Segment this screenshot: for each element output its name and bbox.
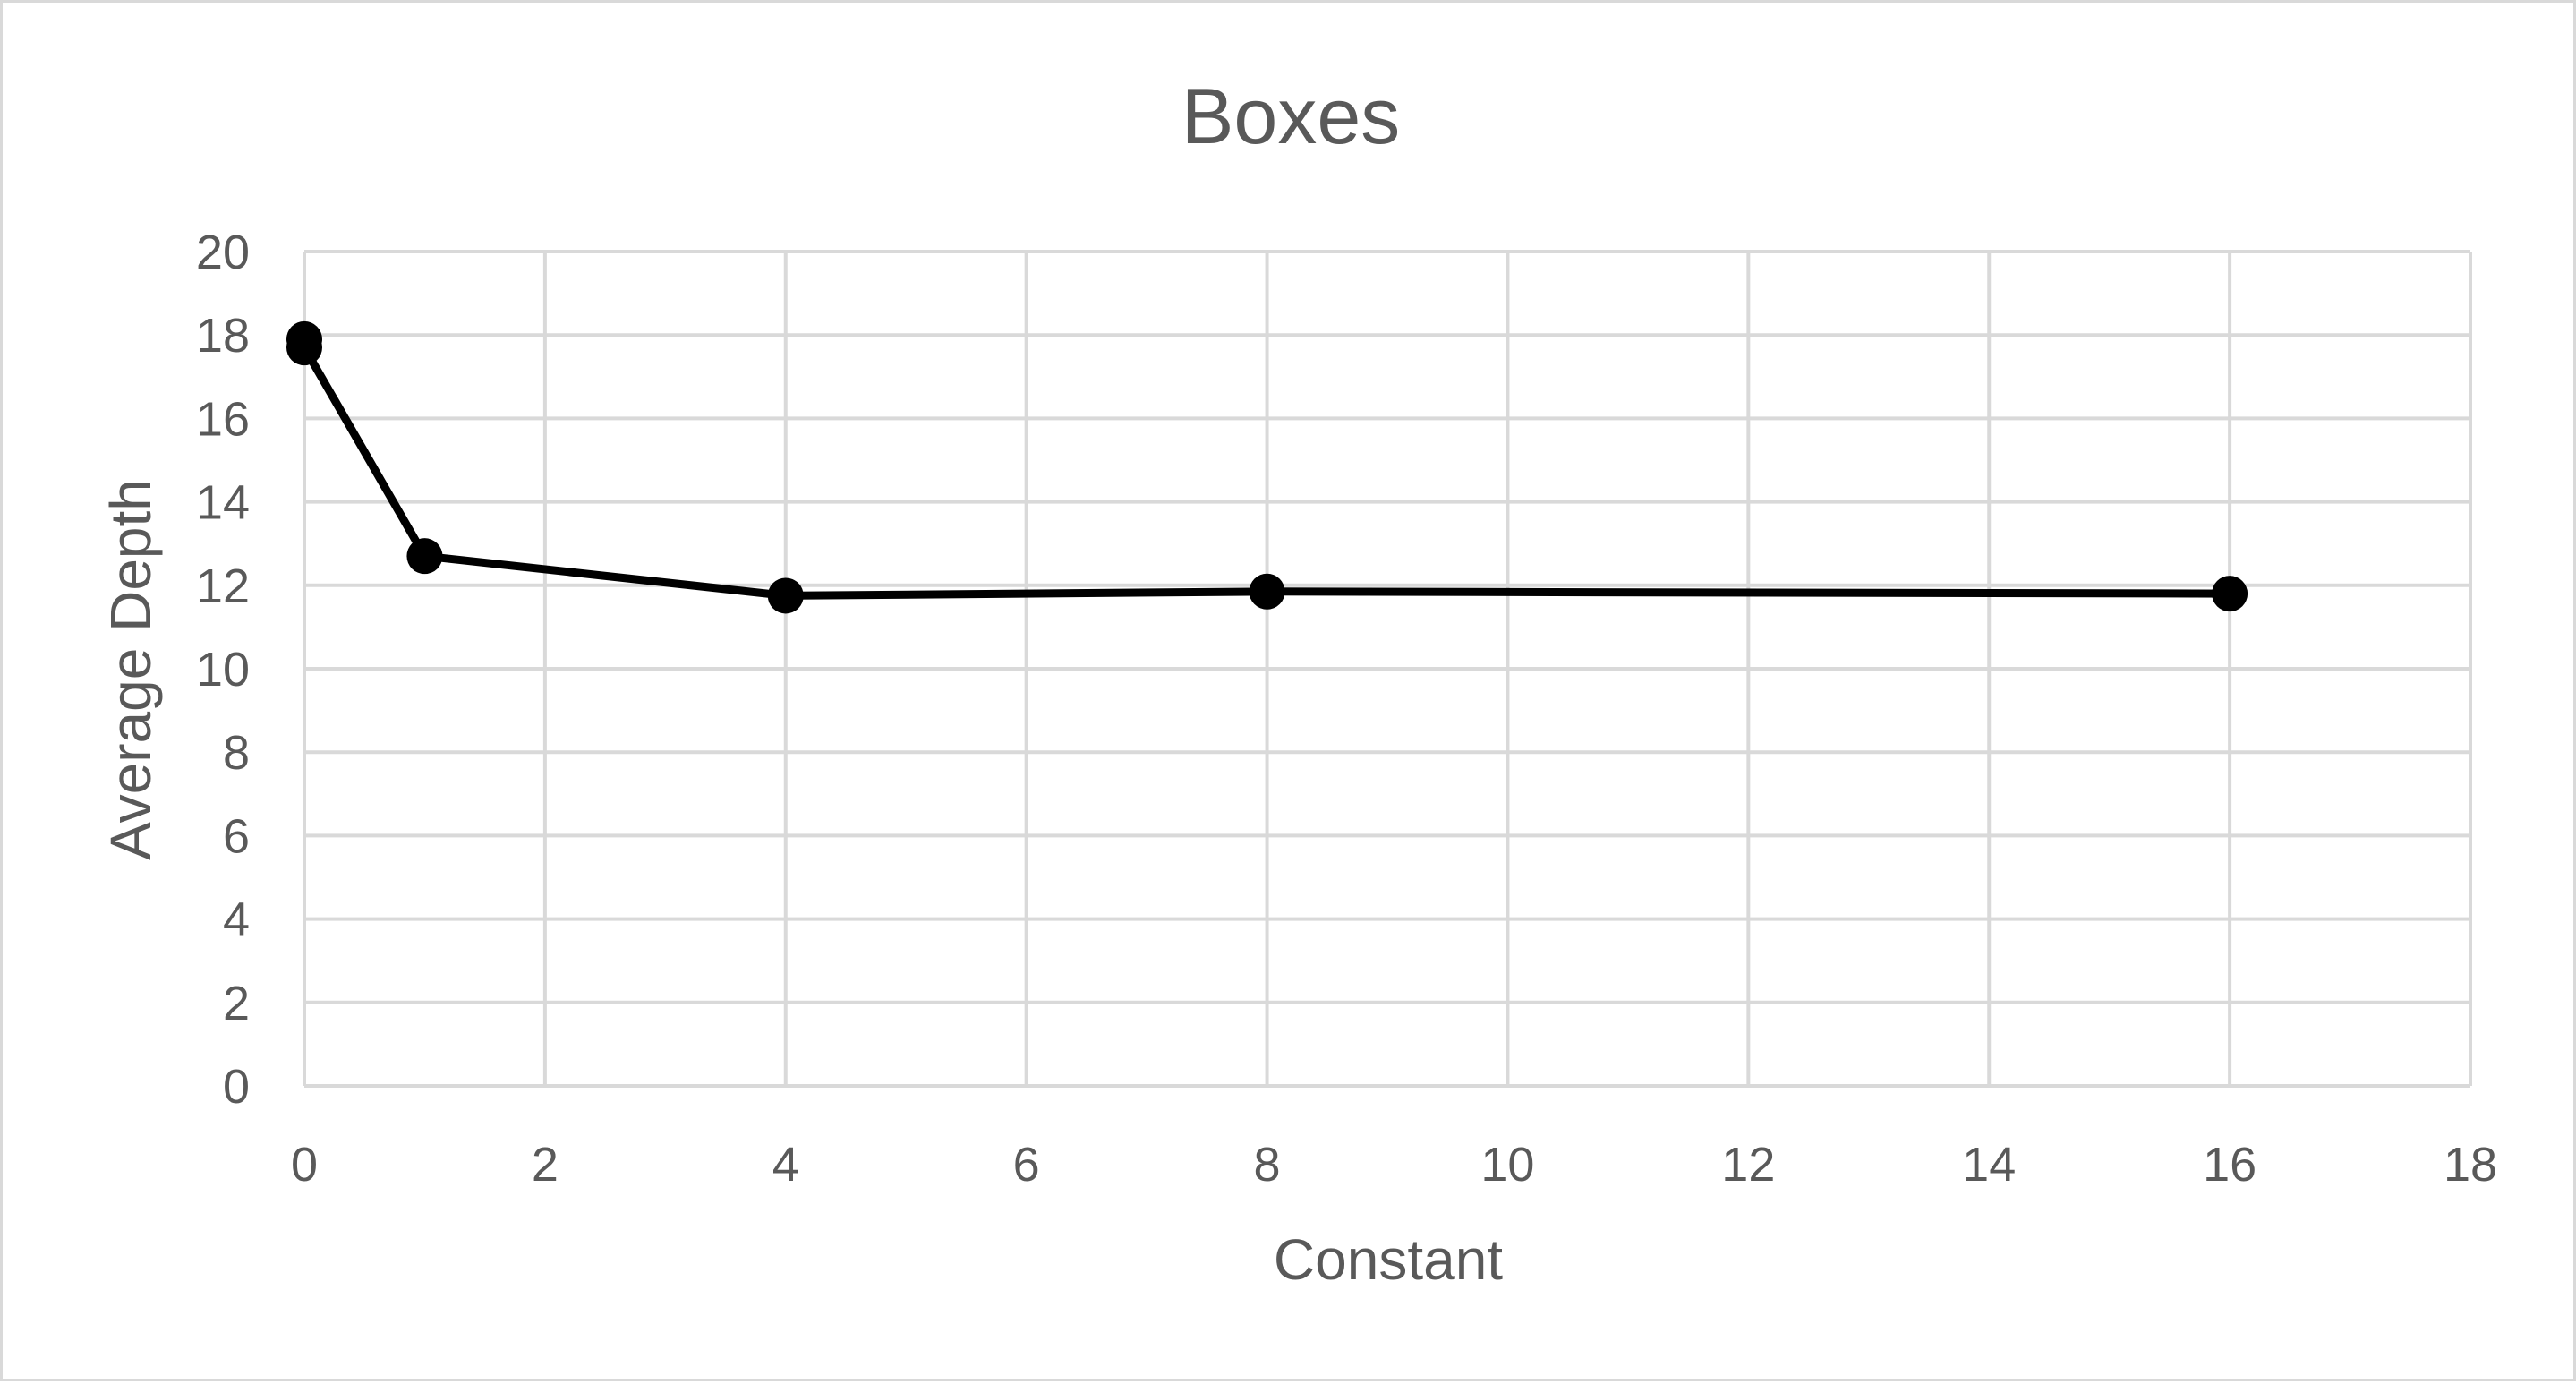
y-tick-label: 10 [196,643,250,696]
series-layer [286,320,2248,614]
y-tick-label: 6 [223,809,250,863]
y-tick-label: 18 [196,309,250,363]
y-tick-label: 14 [196,476,250,530]
data-point [767,577,804,614]
x-tick-label: 8 [1254,1138,1281,1192]
x-tick-label: 2 [532,1138,559,1192]
x-tick-label: 16 [2203,1138,2256,1192]
x-tick-label: 10 [1480,1138,1534,1192]
data-point [2212,576,2248,612]
gridlines [303,250,2472,1088]
chart-svg: Boxes Constant Average Depth 0 2 4 6 8 10 12 14… [98,72,2497,1292]
y-tick-label: 8 [223,726,250,780]
x-tick-label: 12 [1721,1138,1775,1192]
chart-title: Boxes [1181,72,1401,160]
data-point [286,329,322,366]
x-tick-label: 4 [772,1138,799,1192]
y-tick-label: 2 [223,977,250,1030]
x-tick-label: 14 [1962,1138,2016,1192]
y-axis-title: Average Depth [98,479,163,860]
data-point [406,538,443,575]
data-point [1249,573,1285,610]
x-tick-label: 6 [1013,1138,1040,1192]
y-tick-label: 16 [196,392,250,446]
x-tick-label: 0 [291,1138,318,1192]
y-tick-label: 12 [196,560,250,613]
y-tick-label: 20 [196,226,250,279]
y-tick-labels: 0 2 4 6 8 10 12 14 16 18 20 [196,226,250,1114]
y-tick-label: 4 [223,893,250,947]
x-tick-label: 18 [2444,1138,2497,1192]
x-axis-title: Constant [1274,1227,1503,1292]
y-tick-label: 0 [223,1060,250,1114]
x-tick-labels: 0 2 4 6 8 10 12 14 16 18 [291,1138,2497,1192]
